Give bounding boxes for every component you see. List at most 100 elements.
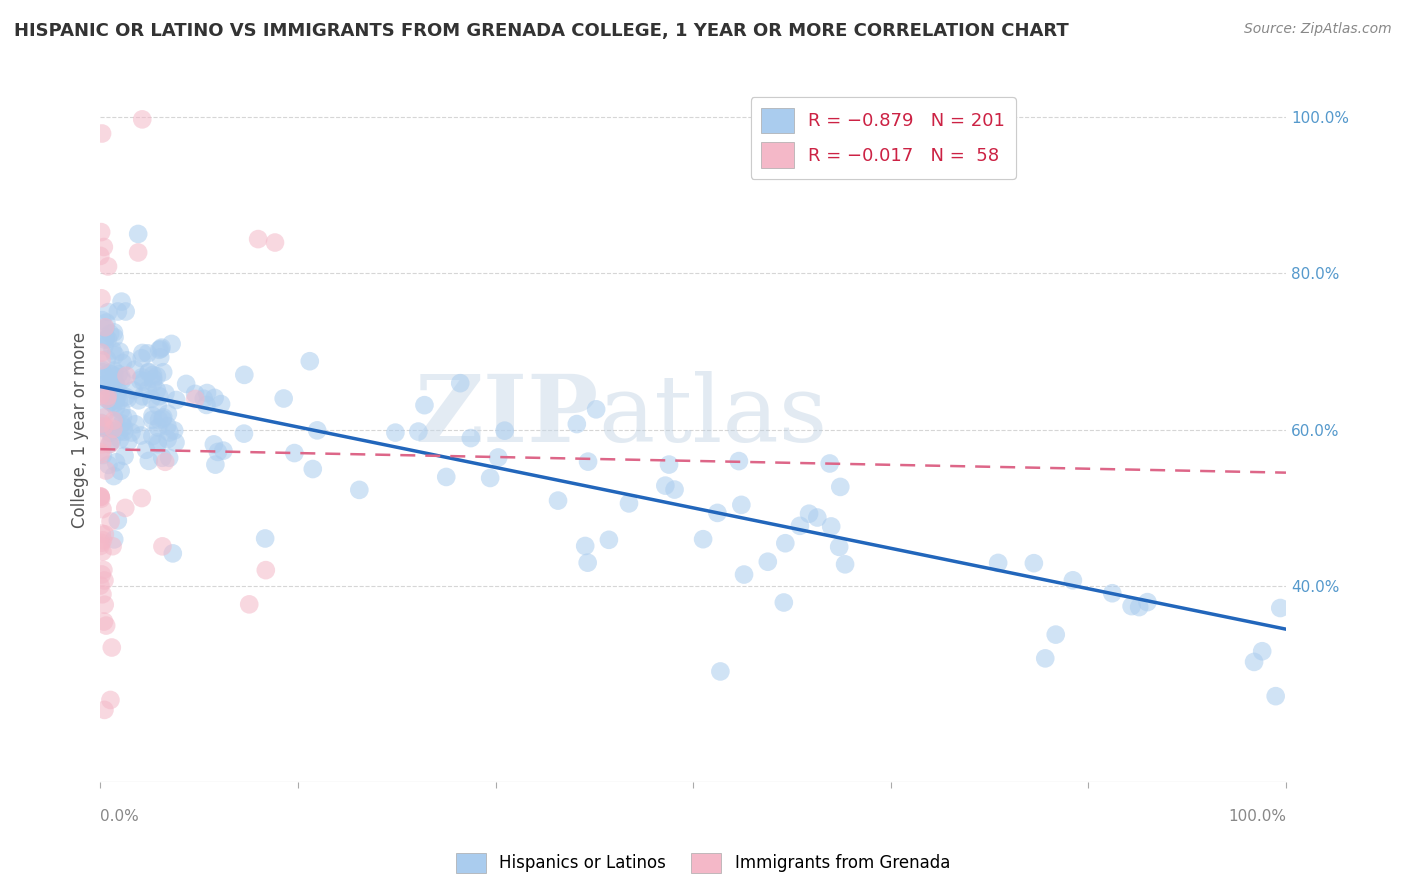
Point xyxy=(136,346,159,360)
Point xyxy=(598,533,620,547)
Point xyxy=(728,454,751,468)
Point xyxy=(98,436,121,450)
Point xyxy=(115,353,138,368)
Point xyxy=(706,506,728,520)
Point xyxy=(101,390,124,404)
Point xyxy=(110,370,132,384)
Point xyxy=(127,227,149,241)
Point xyxy=(108,393,131,408)
Point xyxy=(150,341,173,355)
Point xyxy=(202,437,225,451)
Point xyxy=(146,369,169,384)
Point xyxy=(160,337,183,351)
Point xyxy=(585,402,607,417)
Point xyxy=(103,397,125,411)
Point xyxy=(212,443,235,458)
Point xyxy=(709,665,731,679)
Point xyxy=(97,392,120,407)
Point xyxy=(101,539,124,553)
Point xyxy=(103,385,125,400)
Point xyxy=(94,320,117,334)
Point xyxy=(90,490,112,504)
Point xyxy=(93,703,115,717)
Point xyxy=(141,392,163,406)
Point xyxy=(298,354,321,368)
Point xyxy=(131,491,153,505)
Point xyxy=(149,342,172,356)
Point xyxy=(150,450,173,465)
Point xyxy=(148,389,170,403)
Point xyxy=(576,556,599,570)
Point xyxy=(94,421,117,435)
Point xyxy=(101,343,124,358)
Point xyxy=(184,392,207,406)
Point xyxy=(98,425,121,440)
Point xyxy=(131,389,153,403)
Point xyxy=(654,478,676,492)
Point xyxy=(111,373,134,387)
Point xyxy=(131,346,153,360)
Point xyxy=(90,490,112,504)
Point xyxy=(114,304,136,318)
Point xyxy=(110,464,132,478)
Point xyxy=(138,365,160,379)
Point xyxy=(97,260,120,274)
Point xyxy=(97,380,120,394)
Point xyxy=(90,447,112,461)
Point xyxy=(111,417,134,431)
Point xyxy=(141,413,163,427)
Point xyxy=(772,595,794,609)
Point xyxy=(103,363,125,377)
Point xyxy=(155,386,177,401)
Point xyxy=(434,470,457,484)
Point xyxy=(98,366,121,380)
Point xyxy=(146,435,169,450)
Point xyxy=(112,420,135,434)
Point xyxy=(94,404,117,418)
Point xyxy=(93,420,115,434)
Point xyxy=(114,500,136,515)
Point xyxy=(820,519,842,533)
Point xyxy=(207,445,229,459)
Point xyxy=(94,377,117,392)
Point xyxy=(98,437,121,451)
Point xyxy=(174,376,197,391)
Point xyxy=(91,533,114,548)
Point xyxy=(247,232,270,246)
Point xyxy=(98,423,121,437)
Point xyxy=(152,412,174,426)
Point xyxy=(486,450,509,465)
Point xyxy=(114,390,136,404)
Point xyxy=(103,422,125,436)
Point xyxy=(90,225,112,239)
Point xyxy=(1136,595,1159,609)
Point xyxy=(91,437,114,451)
Point xyxy=(105,401,128,415)
Point xyxy=(90,378,112,392)
Point xyxy=(152,410,174,425)
Point xyxy=(987,556,1010,570)
Point xyxy=(301,462,323,476)
Point xyxy=(152,365,174,379)
Point xyxy=(93,386,115,401)
Point xyxy=(103,469,125,483)
Point xyxy=(547,493,569,508)
Point xyxy=(100,434,122,448)
Point xyxy=(90,345,112,359)
Point xyxy=(789,518,811,533)
Point xyxy=(658,458,681,472)
Point xyxy=(93,574,115,588)
Point xyxy=(148,420,170,434)
Point xyxy=(204,458,226,472)
Point xyxy=(103,533,125,547)
Point xyxy=(94,321,117,335)
Point xyxy=(264,235,287,250)
Point xyxy=(775,536,797,550)
Point xyxy=(97,458,120,472)
Point xyxy=(494,424,516,438)
Point xyxy=(93,598,115,612)
Point xyxy=(108,344,131,359)
Point xyxy=(93,339,115,353)
Point xyxy=(1270,601,1292,615)
Point xyxy=(89,419,111,434)
